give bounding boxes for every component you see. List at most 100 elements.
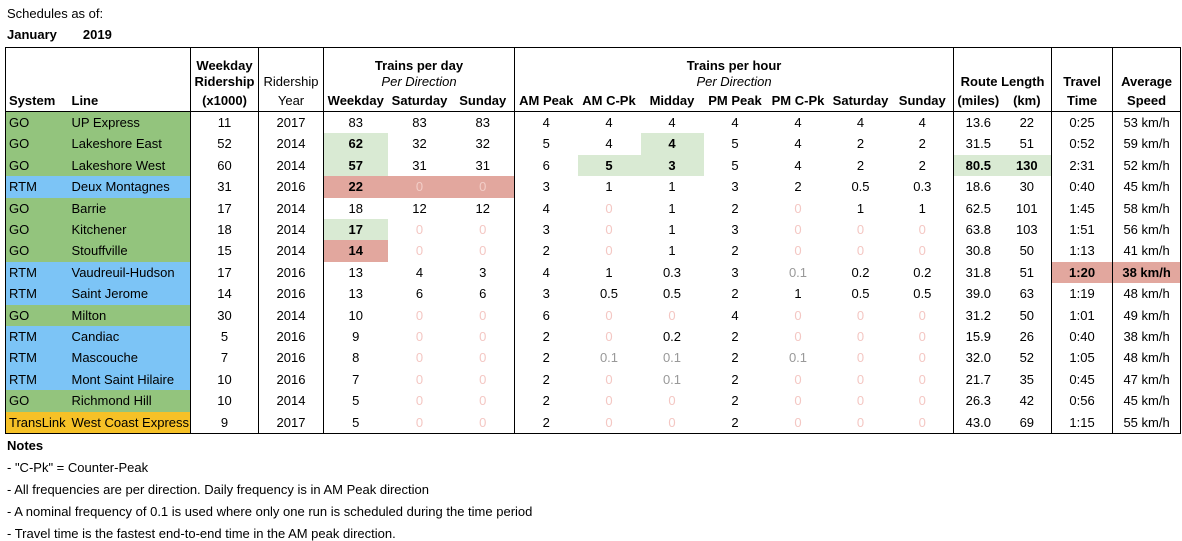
value-cell[interactable]: 31 (190, 176, 259, 198)
value-cell[interactable]: 0.3 (913, 179, 932, 195)
value-cell[interactable]: 101 (1015, 200, 1038, 216)
value-cell[interactable]: 12 (475, 200, 490, 216)
value-cell[interactable]: 0 (668, 393, 676, 409)
value-cell[interactable]: 0 (605, 329, 613, 345)
value-cell[interactable]: 0.5 (851, 286, 870, 302)
system-cell[interactable]: GO (5, 111, 69, 134)
value-cell[interactable]: 2016 (258, 347, 324, 369)
value-cell[interactable]: 57 (323, 154, 388, 177)
value-cell[interactable]: 7 (323, 368, 388, 391)
value-cell[interactable]: 0.5 (913, 286, 932, 302)
value-cell[interactable]: 56 km/h (1112, 219, 1181, 241)
value-cell[interactable]: 31 (475, 157, 490, 173)
value-cell[interactable]: 83 (475, 115, 490, 130)
col-pm-cpk[interactable]: PM C-Pk (766, 90, 830, 112)
value-cell[interactable]: 0 (856, 414, 865, 430)
value-cell[interactable]: 18 (190, 219, 259, 241)
value-cell[interactable]: 3 (731, 264, 739, 280)
value-cell[interactable]: 1 (918, 200, 926, 216)
value-cell[interactable]: 2017 (258, 111, 324, 134)
value-cell[interactable]: 1 (794, 286, 802, 302)
value-cell[interactable]: 0.1 (599, 350, 619, 366)
value-cell[interactable]: 4 (918, 115, 926, 130)
value-cell[interactable]: 0 (856, 350, 865, 366)
line-cell[interactable]: Mascouche (68, 347, 191, 369)
line-cell[interactable]: Deux Montagnes (68, 176, 191, 198)
value-cell[interactable]: 6 (514, 154, 578, 177)
value-cell[interactable]: 8 (323, 347, 388, 369)
value-cell[interactable]: 51 (1019, 136, 1035, 152)
value-cell[interactable]: 41 km/h (1112, 240, 1181, 262)
value-cell[interactable]: 63.8 (953, 219, 1003, 241)
value-cell[interactable]: 1 (605, 179, 613, 195)
value-cell[interactable]: 3 (514, 219, 578, 241)
value-cell[interactable]: 0 (794, 222, 802, 238)
value-cell[interactable]: 2 (918, 136, 926, 152)
value-cell[interactable]: 22 (1019, 115, 1035, 130)
value-cell[interactable]: 30.8 (953, 240, 1003, 262)
value-cell[interactable]: 2 (731, 286, 739, 302)
value-cell[interactable]: 48 km/h (1112, 347, 1181, 369)
value-cell[interactable]: 21.7 (953, 368, 1003, 391)
value-cell[interactable]: 0 (479, 329, 487, 345)
header-ridership-year[interactable]: Ridership (258, 47, 324, 90)
value-cell[interactable]: 4 (514, 197, 578, 220)
value-cell[interactable]: 0 (415, 350, 424, 366)
col-day-sunday[interactable]: Sunday (451, 90, 515, 112)
value-cell[interactable]: 2 (731, 414, 739, 430)
value-cell[interactable]: 2016 (258, 368, 324, 391)
value-cell[interactable]: 0 (605, 371, 613, 387)
value-cell[interactable]: 83 (412, 115, 427, 130)
value-cell[interactable]: 31.2 (953, 304, 1003, 327)
value-cell[interactable]: 52 (190, 133, 259, 155)
value-cell[interactable]: 15 (190, 240, 259, 262)
col-ridership-year[interactable]: Year (258, 90, 324, 112)
value-cell[interactable]: 2014 (258, 240, 324, 262)
value-cell[interactable]: 5 (731, 157, 739, 173)
value-cell[interactable]: 1:19 (1051, 283, 1113, 305)
value-cell[interactable]: 13 (323, 261, 388, 284)
value-cell[interactable]: 0.5 (851, 179, 870, 195)
value-cell[interactable]: 51 (1019, 264, 1035, 280)
value-cell[interactable]: 4 (605, 136, 613, 152)
value-cell[interactable]: 30 (190, 304, 259, 327)
value-cell[interactable]: 0:25 (1051, 111, 1113, 134)
value-cell[interactable]: 4 (731, 307, 739, 323)
value-cell[interactable]: 4 (605, 115, 613, 130)
value-cell[interactable]: 0 (479, 243, 487, 259)
value-cell[interactable]: 0 (918, 329, 926, 345)
header-trains-per-hour[interactable]: Trains per hour Per Direction (513, 47, 954, 90)
value-cell[interactable]: 2 (918, 157, 926, 173)
system-cell[interactable]: RTM (5, 176, 69, 198)
system-cell[interactable]: RTM (5, 326, 69, 348)
value-cell[interactable]: 50 (1019, 243, 1035, 259)
value-cell[interactable]: 1 (605, 264, 613, 280)
value-cell[interactable]: 2 (856, 136, 865, 152)
value-cell[interactable]: 0 (415, 414, 424, 430)
value-cell[interactable]: 0:40 (1051, 326, 1113, 348)
value-cell[interactable]: 0 (668, 307, 676, 323)
value-cell[interactable]: 50 (1019, 307, 1035, 323)
value-cell[interactable]: 32 (475, 136, 490, 152)
value-cell[interactable]: 0 (605, 307, 613, 323)
line-cell[interactable]: Richmond Hill (68, 390, 191, 412)
value-cell[interactable]: 60 (190, 154, 259, 177)
header-travel[interactable]: Travel (1051, 47, 1113, 90)
value-cell[interactable]: 2 (731, 243, 739, 259)
system-cell[interactable]: TransLink (5, 411, 69, 434)
value-cell[interactable]: 52 km/h (1112, 154, 1181, 177)
value-cell[interactable]: 14 (190, 283, 259, 305)
value-cell[interactable]: 3 (640, 154, 704, 177)
header-trains-per-day[interactable]: Trains per day Per Direction (323, 47, 515, 90)
value-cell[interactable]: 0 (918, 307, 926, 323)
value-cell[interactable]: 130 (1002, 154, 1052, 177)
value-cell[interactable]: 2016 (258, 283, 324, 305)
value-cell[interactable]: 17 (323, 219, 388, 241)
value-cell[interactable]: 0 (794, 243, 802, 259)
value-cell[interactable]: 5 (577, 154, 641, 177)
value-cell[interactable]: 0.5 (599, 286, 619, 302)
value-cell[interactable]: 2 (794, 179, 802, 195)
value-cell[interactable]: 1 (668, 222, 676, 238)
value-cell[interactable]: 0.1 (662, 371, 682, 387)
value-cell[interactable]: 1:51 (1051, 219, 1113, 241)
